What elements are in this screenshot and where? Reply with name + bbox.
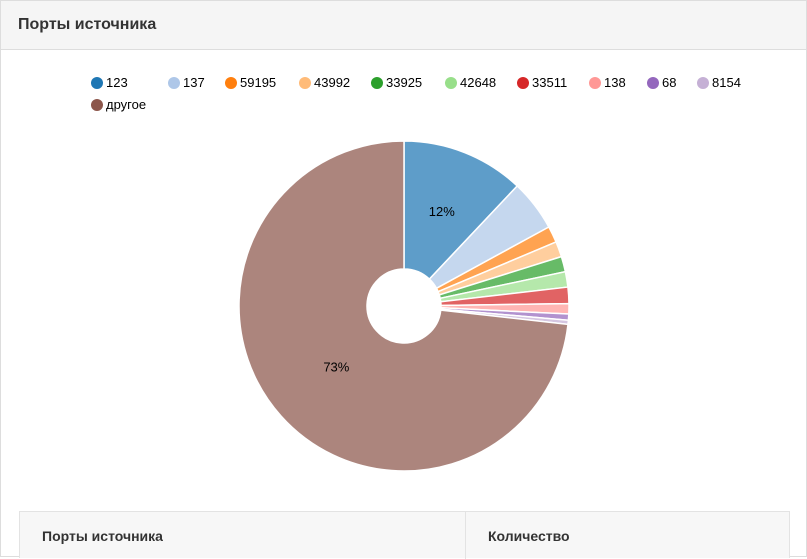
legend-dot-icon <box>647 77 659 89</box>
legend-dot-icon <box>697 77 709 89</box>
pie-slice-label: 73% <box>323 359 349 374</box>
legend-label: 8154 <box>712 75 741 90</box>
table-header-label: Порты источника <box>42 528 163 544</box>
legend-label: 33925 <box>386 75 423 90</box>
legend-label: 59195 <box>240 75 277 90</box>
legend-dot-icon <box>299 77 311 89</box>
table-header-label: Количество <box>488 528 570 544</box>
legend-dot-icon <box>168 77 180 89</box>
legend-dot-icon <box>517 77 529 89</box>
panel-header: Порты источника <box>1 1 806 50</box>
legend-label: 33511 <box>532 75 568 90</box>
legend-dot-icon <box>225 77 237 89</box>
legend-dot-icon <box>589 77 601 89</box>
panel-title: Порты источника <box>18 16 157 33</box>
pie-slice-другое[interactable] <box>238 140 569 472</box>
table-header-count[interactable]: Количество <box>466 512 789 559</box>
legend-dot-icon <box>91 77 103 89</box>
legend-label: 123 <box>106 75 128 90</box>
legend-label: 137 <box>183 75 205 90</box>
legend-label: другое <box>106 97 147 112</box>
pie-slice-label: 12% <box>429 204 455 219</box>
legend-label: 42648 <box>460 75 497 90</box>
legend-dot-icon <box>445 77 457 89</box>
legend-dot-icon <box>371 77 383 89</box>
legend-label: 138 <box>604 75 626 90</box>
table-header-ports[interactable]: Порты источника <box>20 512 466 559</box>
legend-label: 43992 <box>314 75 351 90</box>
pie-slice-123[interactable] <box>403 140 519 281</box>
legend-label: 68 <box>662 75 677 90</box>
legend-dot-icon <box>91 99 103 111</box>
source-ports-table: Порты источника Количество <box>19 511 790 559</box>
